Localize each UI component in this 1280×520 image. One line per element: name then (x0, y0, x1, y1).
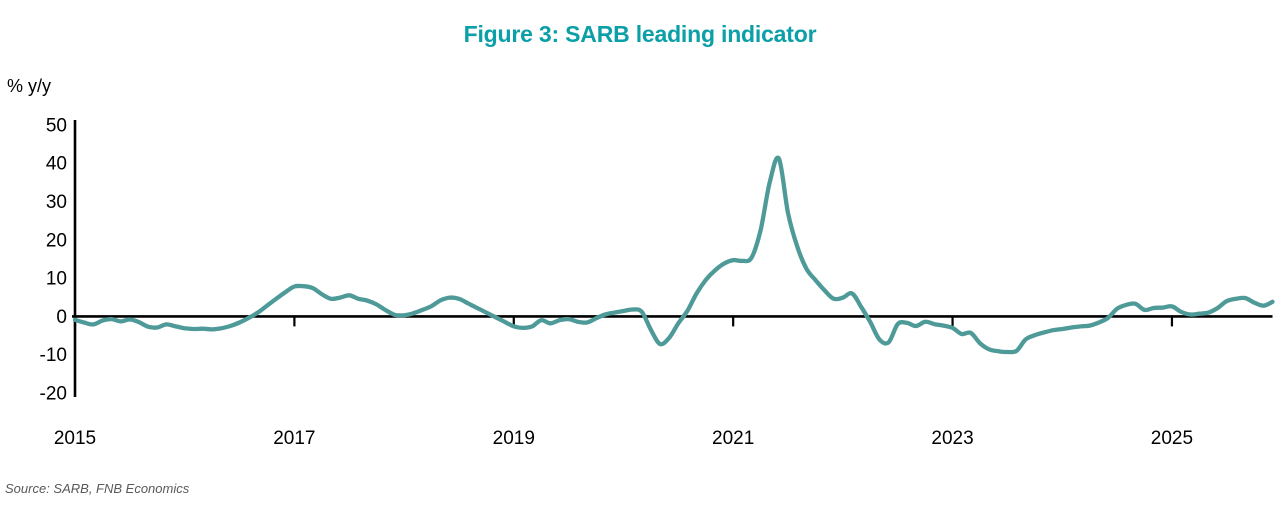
y-axis-unit-label: % y/y (7, 76, 52, 96)
line-chart-canvas: 2015 2017 2019 2021 2023 2025 50 40 30 20 10 0 -10 -2… (40, 115, 1275, 449)
y-tick-label: 40 (46, 154, 67, 175)
chart-title: Figure 3: SARB leading indicator (463, 21, 817, 47)
x-tick-label: 2015 (54, 428, 96, 449)
y-tick-label: 10 (46, 269, 67, 290)
x-tick-label: 2017 (273, 428, 315, 449)
leading-indicator-line (72, 155, 1275, 355)
x-tick-label: 2023 (931, 428, 973, 449)
y-tick-label: -10 (40, 345, 67, 366)
x-tick-label: 2019 (493, 428, 535, 449)
source-note: Source: SARB, FNB Economics (5, 481, 190, 496)
y-tick-label: 30 (46, 192, 67, 213)
y-tick-label: 50 (46, 115, 67, 136)
y-tick-label: -20 (40, 383, 67, 404)
x-tick-label: 2021 (712, 428, 754, 449)
y-tick-label: 0 (56, 307, 67, 328)
y-tick-label: 20 (46, 230, 67, 251)
x-tick-label: 2025 (1151, 428, 1193, 449)
